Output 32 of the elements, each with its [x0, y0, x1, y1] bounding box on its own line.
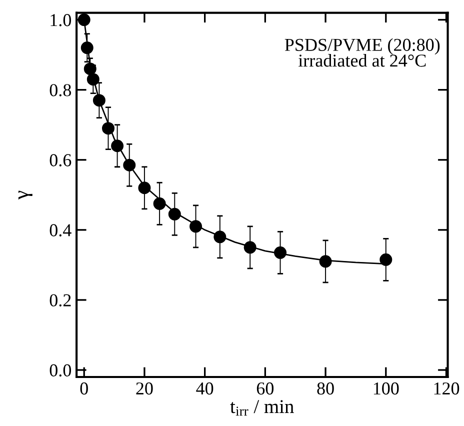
x-tick-label: 100 — [374, 382, 399, 395]
point — [80, 42, 94, 54]
x-tick-label: 80 — [317, 382, 334, 395]
point — [111, 140, 124, 152]
y-tick-label: 0.6 — [50, 154, 72, 166]
point — [86, 73, 100, 86]
x-axis-title: t$_{irr}$ / min — [230, 400, 294, 416]
annotation: PSDS/PVME (20:80) irradiated at 24°C — [284, 38, 440, 67]
point — [92, 94, 106, 107]
y-tick-label: 0.2 — [50, 294, 71, 306]
point — [168, 208, 181, 220]
point — [138, 182, 151, 194]
point — [123, 158, 136, 172]
y-tick-label: 0.4 — [50, 224, 72, 236]
point — [102, 122, 114, 135]
point — [214, 230, 226, 244]
point — [244, 241, 256, 254]
point — [84, 62, 96, 76]
point — [274, 246, 287, 259]
point — [380, 253, 392, 266]
y-tick-label: 0.0 — [50, 364, 72, 377]
y-tick-label: 1.0 — [50, 14, 72, 26]
point — [190, 220, 202, 233]
point — [319, 255, 332, 268]
x-tick-label: 120 — [434, 382, 460, 395]
y-axis-title: γ — [18, 190, 32, 200]
x-tick-label: 20 — [136, 382, 153, 395]
x-tick-label: 0 — [80, 382, 88, 395]
x-tick-label: 40 — [196, 382, 214, 395]
point — [153, 197, 166, 210]
x-tick-label: 60 — [256, 382, 274, 395]
y-tick-label: 0.8 — [50, 84, 72, 96]
